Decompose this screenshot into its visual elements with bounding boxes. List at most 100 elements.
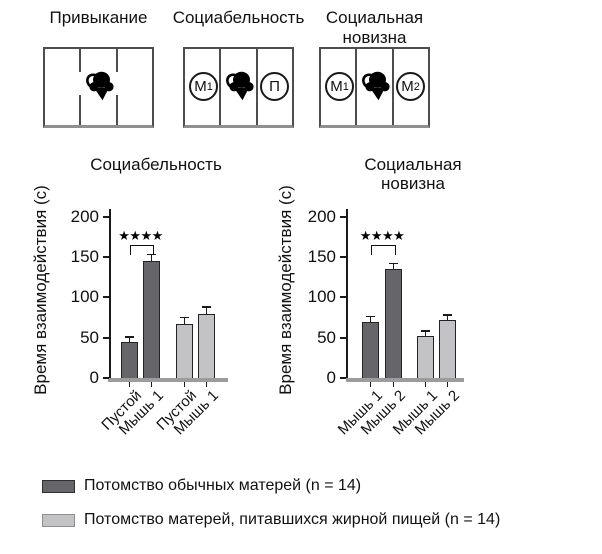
mouse-icon: [85, 69, 116, 104]
y-axis-label: Время взаимодействия (с): [31, 185, 50, 395]
error-bar-cap: [147, 253, 156, 256]
chart-title: Социальная новизна: [323, 155, 503, 193]
y-axis-tick: [340, 256, 346, 259]
y-axis-tick: [340, 336, 346, 339]
chart-title-line: Социабельность: [90, 155, 222, 174]
stimulus-label-sub: 2: [413, 81, 420, 93]
legend-item-hfd: Потомство матерей, питавшихся жирной пищ…: [42, 511, 500, 529]
bar-chart-social-novelty: Социальная новизна Время взаимодействия (с…: [270, 150, 475, 460]
stimulus-circle-empty: П: [260, 72, 289, 101]
y-axis-tick-label: 50: [80, 327, 99, 347]
chamber-box-habituation: [43, 47, 154, 128]
diagram-title-sociability: Социабельность: [168, 8, 309, 28]
error-bar-cap: [202, 306, 211, 308]
error-bar-stem: [369, 316, 372, 326]
error-bar-stem: [392, 263, 395, 274]
y-axis-tick: [340, 377, 346, 379]
chamber-divider: [115, 49, 118, 72]
stimulus-label-sub: 1: [206, 81, 213, 93]
chart-title-line: Социальная: [364, 155, 462, 174]
y-axis-tick-label: 0: [89, 368, 99, 387]
bar-chart-sociability: Социабельность Время взаимодействия (с) 0 5…: [28, 150, 235, 460]
chamber-divider: [391, 49, 394, 125]
legend-label-hfd: Потомство матерей, питавшихся жирной пищ…: [84, 511, 501, 528]
chamber-divider: [78, 49, 81, 72]
error-bar-cap: [366, 315, 375, 318]
y-axis-tick-label: 100: [307, 287, 336, 307]
y-axis-tick: [103, 215, 109, 218]
y-axis-tick-label: 150: [70, 247, 99, 267]
stimulus-label-sub: 1: [342, 81, 349, 93]
error-bar-stem: [150, 254, 153, 266]
bar: [417, 336, 434, 378]
stimulus-label: М: [330, 78, 343, 95]
chamber-divider: [78, 95, 81, 125]
y-axis-tick: [340, 215, 346, 218]
y-axis-tick-label: 200: [70, 206, 99, 226]
bar: [121, 341, 138, 378]
error-bar-cap: [180, 316, 189, 319]
chamber-divider: [354, 49, 357, 125]
y-axis-tick: [340, 296, 346, 299]
bar: [439, 319, 456, 378]
error-bar-stem: [183, 317, 186, 328]
diagram-title-line: Привыкание: [49, 8, 148, 27]
y-axis-line: [109, 209, 111, 378]
bar: [176, 323, 193, 378]
y-axis-tick: [103, 377, 109, 379]
y-axis-tick-label: 50: [317, 327, 336, 347]
mouse-icon: [361, 69, 392, 104]
y-axis-tick-label: 200: [307, 206, 336, 226]
mouse-icon: [225, 69, 256, 104]
x-axis-tick: [150, 382, 153, 387]
x-axis-tick: [183, 382, 186, 387]
x-axis-tick: [205, 382, 208, 387]
x-axis-tick: [424, 382, 427, 387]
bar: [385, 269, 402, 378]
chamber-divider: [115, 95, 118, 125]
error-bar-stem: [205, 307, 208, 318]
y-axis-tick: [103, 336, 109, 339]
x-axis-line: [108, 378, 228, 382]
error-bar-stem: [424, 331, 427, 341]
x-axis-tick: [392, 382, 395, 387]
diagram-title-social-novelty: Социальная новизна: [309, 8, 440, 48]
chart-title-line: новизна: [380, 174, 445, 193]
y-axis-tick-label: 0: [326, 368, 336, 387]
diagram-title-line: новизна: [342, 28, 407, 47]
x-axis-tick: [369, 382, 372, 387]
significance-stars: ★★★★: [359, 228, 405, 243]
legend-item-control: Потомство обычных матерей (n = 14): [42, 477, 361, 495]
significance-bracket: [129, 245, 154, 255]
significance-bracket: [370, 245, 396, 255]
y-axis-tick-label: 100: [70, 287, 99, 307]
y-axis-label: Время взаимодействия (с): [276, 185, 295, 395]
error-bar-cap: [421, 330, 430, 332]
stimulus-label: М: [401, 78, 414, 95]
error-bar-stem: [446, 315, 449, 324]
y-axis-tick-label: 150: [307, 247, 336, 267]
stimulus-label: П: [269, 78, 280, 95]
diagram-title-habituation: Привыкание: [33, 8, 164, 28]
chamber-divider: [218, 49, 221, 125]
diagram-title-line: Социабельность: [172, 8, 305, 27]
significance-stars: ★★★★: [118, 228, 163, 243]
bar: [198, 313, 215, 378]
error-bar-stem: [128, 336, 131, 346]
y-axis-line: [346, 209, 348, 378]
chart-title: Социабельность: [66, 155, 246, 174]
legend-label-control: Потомство обычных матерей (n = 14): [84, 477, 362, 494]
error-bar-cap: [125, 335, 134, 338]
bar: [143, 261, 160, 378]
error-bar-cap: [389, 262, 398, 265]
y-axis-tick: [103, 256, 109, 259]
legend-swatch-hfd: [42, 513, 75, 527]
stimulus-label: М: [194, 78, 207, 95]
y-axis-tick: [103, 296, 109, 299]
diagram-title-line: Социальная: [325, 8, 424, 27]
